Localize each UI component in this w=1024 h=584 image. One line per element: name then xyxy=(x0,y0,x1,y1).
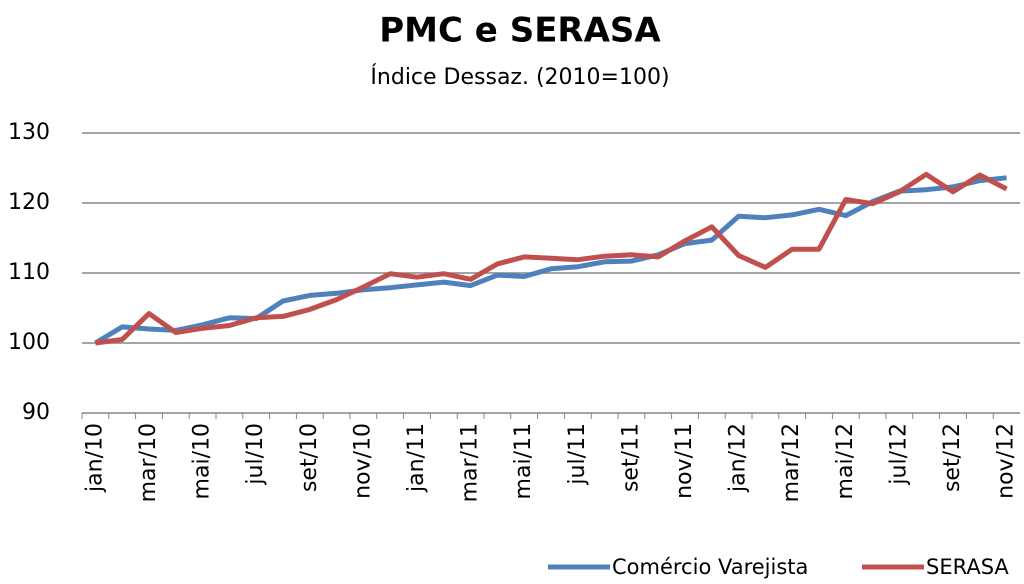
legend-label: Comércio Varejista xyxy=(612,555,808,579)
x-tick-label: set/10 xyxy=(297,423,322,492)
x-tick-label: jan/10 xyxy=(82,423,107,493)
x-tick-label: mai/10 xyxy=(190,423,215,499)
x-tick-label: mar/10 xyxy=(136,423,161,502)
x-tick-label: nov/10 xyxy=(350,423,375,499)
line-series xyxy=(95,171,1008,346)
y-tick-label: 90 xyxy=(22,400,50,425)
x-tick-label: jul/11 xyxy=(565,423,590,486)
x-tick-label: mar/12 xyxy=(779,423,804,502)
y-tick-label: 120 xyxy=(8,190,50,215)
x-tick-label: nov/11 xyxy=(672,423,697,499)
y-tick-label: 130 xyxy=(8,120,50,145)
x-tick-label: jan/12 xyxy=(726,423,751,493)
chart-subtitle: Índice Dessaz. (2010=100) xyxy=(370,64,669,90)
x-tick-label: mai/11 xyxy=(511,423,536,499)
x-tick-label: jan/11 xyxy=(404,423,429,493)
x-tick-label: nov/12 xyxy=(994,423,1019,499)
chart-title: PMC e SERASA xyxy=(379,11,661,51)
x-tick-label: mai/12 xyxy=(833,423,858,499)
x-tick-label: set/11 xyxy=(618,423,643,492)
legend-label: SERASA xyxy=(926,555,1009,579)
y-tick-label: 110 xyxy=(8,260,50,285)
x-tick-label: jul/12 xyxy=(886,423,911,486)
x-tick-label: jul/10 xyxy=(243,423,268,486)
x-tick-label: mar/11 xyxy=(458,423,483,502)
x-tick-label: set/12 xyxy=(940,423,965,492)
y-tick-label: 100 xyxy=(8,330,50,355)
